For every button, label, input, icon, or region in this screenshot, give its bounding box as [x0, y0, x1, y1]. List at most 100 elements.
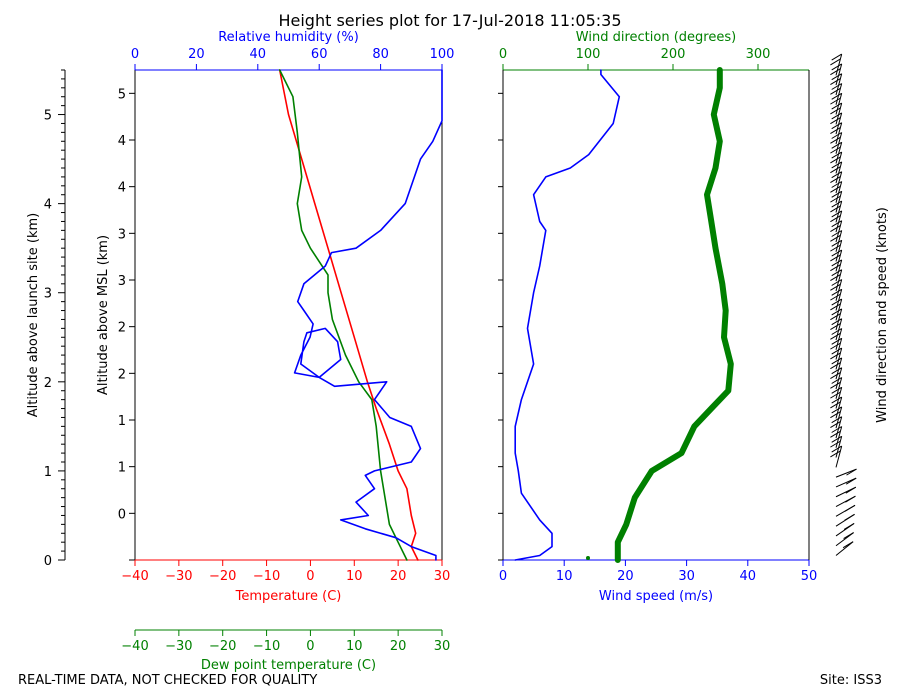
- temperature-tick-label: 0: [306, 569, 314, 584]
- wind-barb-flag: [831, 367, 842, 375]
- wind-barb-flag: [831, 347, 842, 355]
- wind-barb-flag: [843, 532, 854, 539]
- wind-barb-flag: [830, 332, 841, 340]
- wind-barb-flag: [830, 352, 841, 360]
- wind-barb-flag: [831, 161, 842, 169]
- wind-barb-flag: [831, 445, 842, 453]
- wind-barb-flag: [831, 151, 842, 159]
- dewpoint-tick-label: 10: [346, 639, 363, 654]
- wind-barb-staff: [835, 191, 843, 213]
- wind-barb-staff: [835, 53, 843, 76]
- dewpoint-line: [278, 69, 408, 561]
- wind-barb-flag: [831, 318, 842, 326]
- wind-barb-flag: [830, 313, 841, 321]
- temperature-tick-label: −10: [253, 569, 280, 584]
- wind-barb-flag: [831, 308, 842, 316]
- wind-barb-staff: [835, 240, 843, 262]
- inner-msl-tick-label: 1: [118, 414, 126, 429]
- wind-barb-flag: [831, 435, 842, 443]
- wind-barb-flag: [831, 141, 842, 149]
- wind-direction-tick-label: 300: [746, 47, 771, 62]
- wind-direction-line: [614, 67, 734, 563]
- wind-barb-flag: [830, 391, 841, 399]
- wind-barb-flag: [830, 68, 841, 76]
- wind-barb-flag: [831, 171, 842, 179]
- inner-msl-tick-label: 0: [118, 507, 126, 522]
- wind-barb-staff: [835, 161, 843, 184]
- wind-speed-tick-label: 10: [556, 569, 573, 584]
- rh-tick-label: 80: [372, 47, 389, 62]
- wind-barb-flag: [831, 357, 842, 365]
- wind-barb-flag: [830, 185, 841, 193]
- wind-barb-flag: [830, 362, 841, 370]
- wind-barb-staff: [835, 367, 843, 390]
- temperature-tick-label: −40: [121, 569, 148, 584]
- wind-barb-staff: [835, 132, 843, 154]
- wind-barb-staff: [835, 112, 843, 135]
- dewpoint-tick-label: 20: [390, 639, 407, 654]
- wind-direction-start-marker: [586, 556, 590, 560]
- wind-barb-flag: [830, 254, 841, 262]
- wind-barb-staff: [835, 102, 843, 125]
- wind-barb-flag: [831, 328, 842, 335]
- wind-barb-staff: [835, 93, 843, 115]
- figure-title: Height series plot for 17-Jul-2018 11:05…: [278, 11, 622, 30]
- wind-barb-flag: [830, 166, 841, 174]
- wind-barb-staff: [835, 377, 843, 399]
- wind-speed-tick-label: 20: [617, 569, 634, 584]
- wind-barb-staff: [835, 436, 843, 458]
- wind-barb-staff: [835, 328, 843, 350]
- wind-barb-staff: [835, 220, 843, 243]
- wind-barb-flag: [830, 372, 841, 379]
- wind-barb-flag: [831, 102, 842, 110]
- wind-speed-tick-label: 40: [740, 569, 757, 584]
- wind-barb-flag: [830, 323, 841, 330]
- wind-barb-flag: [830, 146, 841, 154]
- wind-barb-staff: [835, 83, 843, 105]
- wind-barb-staff: [835, 396, 843, 419]
- wind-barb-flag: [830, 136, 841, 144]
- wind-barb-flag: [831, 239, 842, 247]
- wind-barb-flag: [846, 468, 857, 476]
- wind-barb-flag: [831, 230, 842, 237]
- inner-msl-tick-label: 4: [118, 134, 126, 149]
- wind-barb-flag: [842, 541, 854, 549]
- wind-barb-flag: [830, 274, 841, 281]
- wind-barb-flag: [830, 303, 841, 311]
- wind-barb-flag: [831, 298, 842, 306]
- wind-barb-staff: [835, 210, 843, 233]
- wind-speed-tick-label: 50: [801, 569, 818, 584]
- wind-barb-staff: [835, 151, 843, 174]
- wind-barb-staff: [835, 63, 843, 86]
- wind-barb-staff: [835, 181, 843, 203]
- wind-barb-flag: [831, 406, 842, 414]
- wind-barb-flag: [831, 63, 842, 71]
- wind-barb-flag: [830, 293, 841, 301]
- inner-msl-tick-label: 5: [118, 87, 126, 102]
- wind-barb-staff: [835, 308, 843, 331]
- wind-barb-flag: [831, 377, 842, 384]
- wind-barb-staff: [835, 357, 843, 380]
- wind-barb-flag: [831, 190, 842, 198]
- wind-barb-flag: [830, 87, 841, 95]
- wind-barb-flag: [831, 200, 842, 208]
- wind-barb-flag: [845, 477, 857, 485]
- wind-barb-flag: [830, 107, 841, 115]
- dewpoint-tick-label: 30: [434, 639, 451, 654]
- wind-barb-flag: [830, 58, 841, 66]
- wind-barb-flag: [831, 210, 842, 218]
- wind-barb-flag: [831, 83, 842, 90]
- wind-barb-flag: [831, 122, 842, 130]
- wind-barb-flag: [830, 381, 841, 389]
- wind-barb-flag: [831, 288, 842, 296]
- wind-barb-flag: [831, 337, 842, 345]
- wind-barb-flag: [831, 386, 842, 394]
- wind-barb-flag: [830, 78, 841, 85]
- barb-axis-label: Wind direction and speed (knots): [875, 207, 890, 423]
- wind-barb-flag: [830, 156, 841, 164]
- wind-speed-axis-label: Wind speed (m/s): [599, 589, 713, 604]
- temperature-tick-label: 10: [346, 569, 363, 584]
- inner-msl-tick-label: 2: [118, 367, 126, 382]
- wind-barb-staff: [835, 347, 843, 370]
